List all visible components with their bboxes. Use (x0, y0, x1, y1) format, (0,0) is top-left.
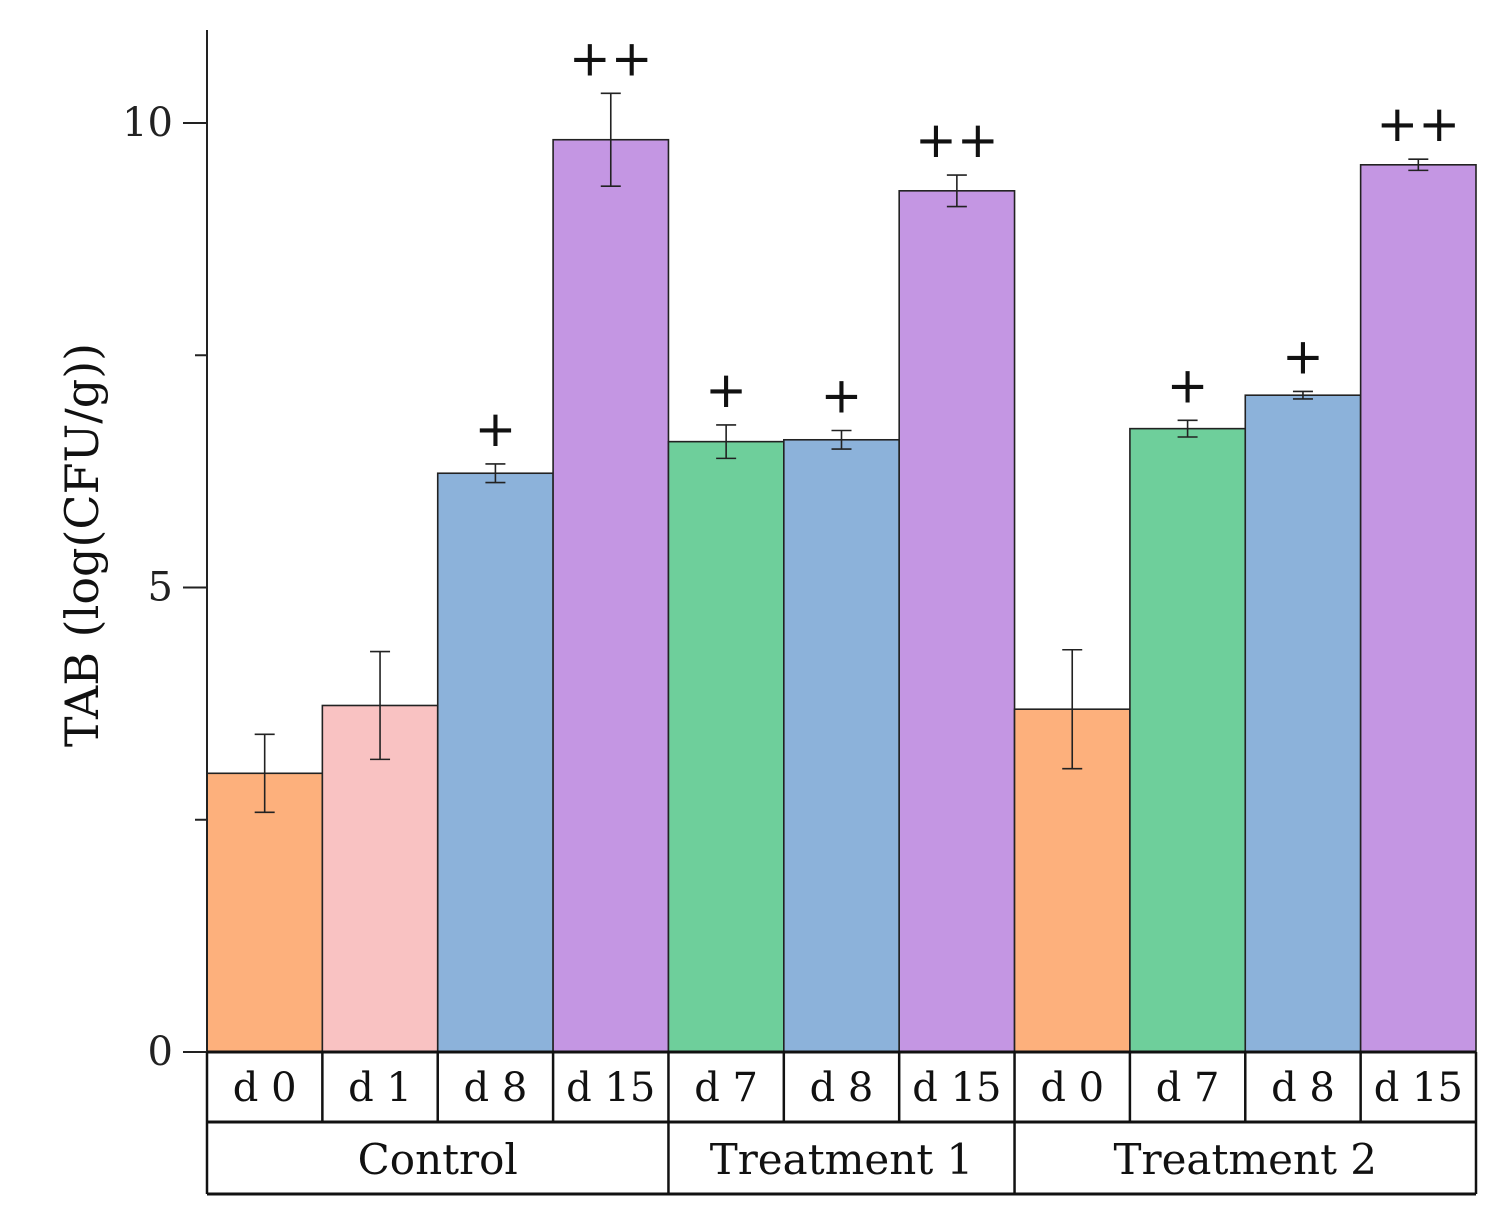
significance-label: ++ (569, 29, 653, 87)
y-tick-label: 0 (148, 1029, 173, 1075)
significance-label: ++ (1376, 95, 1460, 153)
significance-layer: ++++ ++++ +++ (474, 29, 1460, 458)
category-label: d 0 (1040, 1065, 1104, 1111)
group-label: Treatment 2 (1113, 1135, 1377, 1184)
significance-label: + (821, 366, 863, 424)
bar (667, 440, 785, 1053)
bar (783, 438, 900, 1053)
bar (1129, 427, 1247, 1053)
bar (552, 138, 670, 1053)
category-label: d 8 (810, 1065, 874, 1111)
category-label: d 8 (1271, 1065, 1335, 1111)
y-tick-label: 5 (148, 565, 173, 611)
bar (206, 772, 324, 1053)
y-axis-label: TAB (log(CFU/g)) (55, 343, 109, 747)
bar (898, 190, 1016, 1053)
category-label: d 0 (233, 1065, 297, 1111)
category-label: d 7 (694, 1065, 758, 1111)
significance-label: + (1167, 356, 1209, 414)
significance-label: + (705, 361, 747, 419)
bars-layer (206, 138, 1477, 1053)
error-bars-layer (254, 92, 1429, 814)
category-label: d 1 (348, 1065, 412, 1111)
category-label: d 15 (1374, 1065, 1463, 1111)
y-axis: 0 5 10 (122, 30, 208, 1075)
group-label: Control (358, 1135, 518, 1184)
category-label: d 8 (464, 1065, 528, 1111)
group-label: Treatment 1 (710, 1135, 974, 1184)
significance-label: ++ (915, 111, 999, 169)
category-label: d 15 (912, 1065, 1001, 1111)
bar (436, 472, 554, 1053)
category-label: d 7 (1156, 1065, 1220, 1111)
bar (1359, 164, 1477, 1053)
category-label: d 15 (566, 1065, 655, 1111)
category-table: d 0 d 1 d 8 d 15 d 7 d 8 d 15 d 0 d 7 d 8 d 15 Cont… (205, 1050, 1478, 1196)
significance-label: + (474, 400, 516, 458)
significance-label: + (1282, 327, 1324, 385)
y-tick-label: 10 (122, 100, 173, 146)
bar (1244, 394, 1362, 1053)
bar (321, 704, 439, 1053)
